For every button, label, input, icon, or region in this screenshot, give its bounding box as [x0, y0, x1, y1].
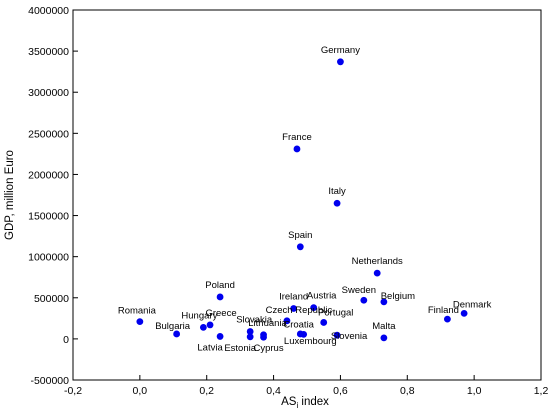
data-point [216, 333, 224, 340]
y-axis-ticks: -500000 0 500000 1000000 1500000 2000000 25000… [28, 5, 78, 387]
data-point [337, 58, 344, 66]
x-tick-label: 0,4 [266, 385, 281, 397]
data-point-label: Croatia [283, 319, 314, 330]
data-point-label: Greece [205, 308, 236, 319]
data-point-label: Poland [205, 280, 235, 291]
data-point-label: Estonia [224, 343, 256, 354]
data-point [173, 330, 181, 338]
data-point-label: Luxembourg [284, 336, 337, 347]
y-axis-title: GDP, million Euro [4, 150, 16, 240]
data-point-label: Italy [328, 186, 346, 197]
x-tick-label: -0,2 [64, 385, 82, 397]
data-point-label: Austria [307, 291, 337, 302]
data-point [373, 269, 381, 277]
data-point [380, 298, 388, 306]
data-point-label: Denmark [453, 299, 492, 310]
x-tick-label: 0,2 [199, 385, 214, 397]
data-point [293, 145, 301, 153]
data-point-label: Romania [118, 306, 157, 317]
y-tick-label: 1500000 [28, 211, 69, 223]
data-point-label: Latvia [197, 342, 223, 353]
data-point-label: Finland [428, 305, 459, 316]
data-point [216, 293, 224, 301]
data-point [246, 328, 254, 335]
data-point [320, 319, 328, 326]
data-point-label: Czech Republic [266, 305, 333, 316]
x-axis-title-main: AS [281, 396, 297, 408]
y-tick-label: -500000 [30, 375, 69, 387]
y-tick-label: 3000000 [28, 87, 69, 99]
data-point-label: Bulgaria [155, 321, 191, 332]
data-point-label: Malta [372, 321, 396, 332]
data-points: Germany France Italy Spain Netherlands Poland… [118, 45, 492, 354]
data-point-label: Cyprus [253, 343, 283, 354]
data-point [206, 321, 214, 329]
data-point-label: Belgium [381, 291, 415, 302]
x-axis-title-subscript: i [296, 401, 298, 410]
y-tick-label: 2000000 [28, 169, 69, 181]
data-point [296, 243, 304, 251]
data-point-label: Hungary [181, 310, 217, 321]
x-axis-title: ASi index [281, 396, 329, 410]
data-point [444, 315, 451, 323]
data-point-label: Germany [321, 45, 360, 56]
y-tick-label: 1000000 [28, 252, 69, 264]
data-point [310, 304, 318, 312]
data-point [199, 323, 207, 331]
x-axis-title-suffix: index [298, 396, 329, 408]
x-tick-label: 1,0 [467, 385, 482, 397]
data-point-label: Slovakia [236, 314, 273, 325]
data-point-label: Spain [288, 230, 312, 241]
data-point-label: Portugal [318, 307, 353, 318]
y-tick-label: 500000 [34, 293, 69, 305]
data-point [333, 331, 341, 339]
y-tick-label: 2500000 [28, 128, 69, 140]
data-point-label: Netherlands [352, 256, 403, 267]
data-point-label: France [282, 132, 312, 143]
y-tick-label: 4000000 [28, 5, 69, 17]
x-tick-label: 1,2 [534, 385, 549, 397]
data-point [296, 330, 304, 338]
data-point [460, 310, 468, 317]
data-point [246, 333, 254, 341]
x-tick-label: 0,8 [400, 385, 415, 397]
data-point-label: Slovenia [331, 331, 368, 342]
data-point-label: Sweden [342, 285, 376, 296]
data-point [290, 305, 298, 312]
data-point [333, 199, 341, 207]
data-point [380, 334, 388, 342]
plot-area [72, 9, 542, 381]
y-tick-label: 3500000 [28, 46, 69, 58]
x-axis-ticks: -0,2 0,0 0,2 0,4 0,6 0,8 1,0 1,2 [64, 375, 548, 397]
x-tick-label: 0,0 [133, 385, 148, 397]
data-point-label: Lithuania [248, 318, 287, 329]
y-tick-label: 0 [63, 334, 69, 346]
data-point [283, 317, 291, 325]
x-tick-label: 0,6 [333, 385, 348, 397]
data-point-label: Ireland [279, 291, 308, 302]
data-point [260, 333, 267, 341]
data-point [136, 318, 144, 326]
data-point [360, 296, 368, 304]
